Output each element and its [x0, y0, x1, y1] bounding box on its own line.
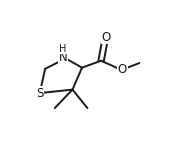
Text: H: H	[59, 44, 67, 54]
Text: O: O	[101, 31, 111, 44]
Text: N: N	[59, 51, 67, 64]
Text: S: S	[36, 87, 43, 100]
Text: O: O	[118, 63, 127, 76]
